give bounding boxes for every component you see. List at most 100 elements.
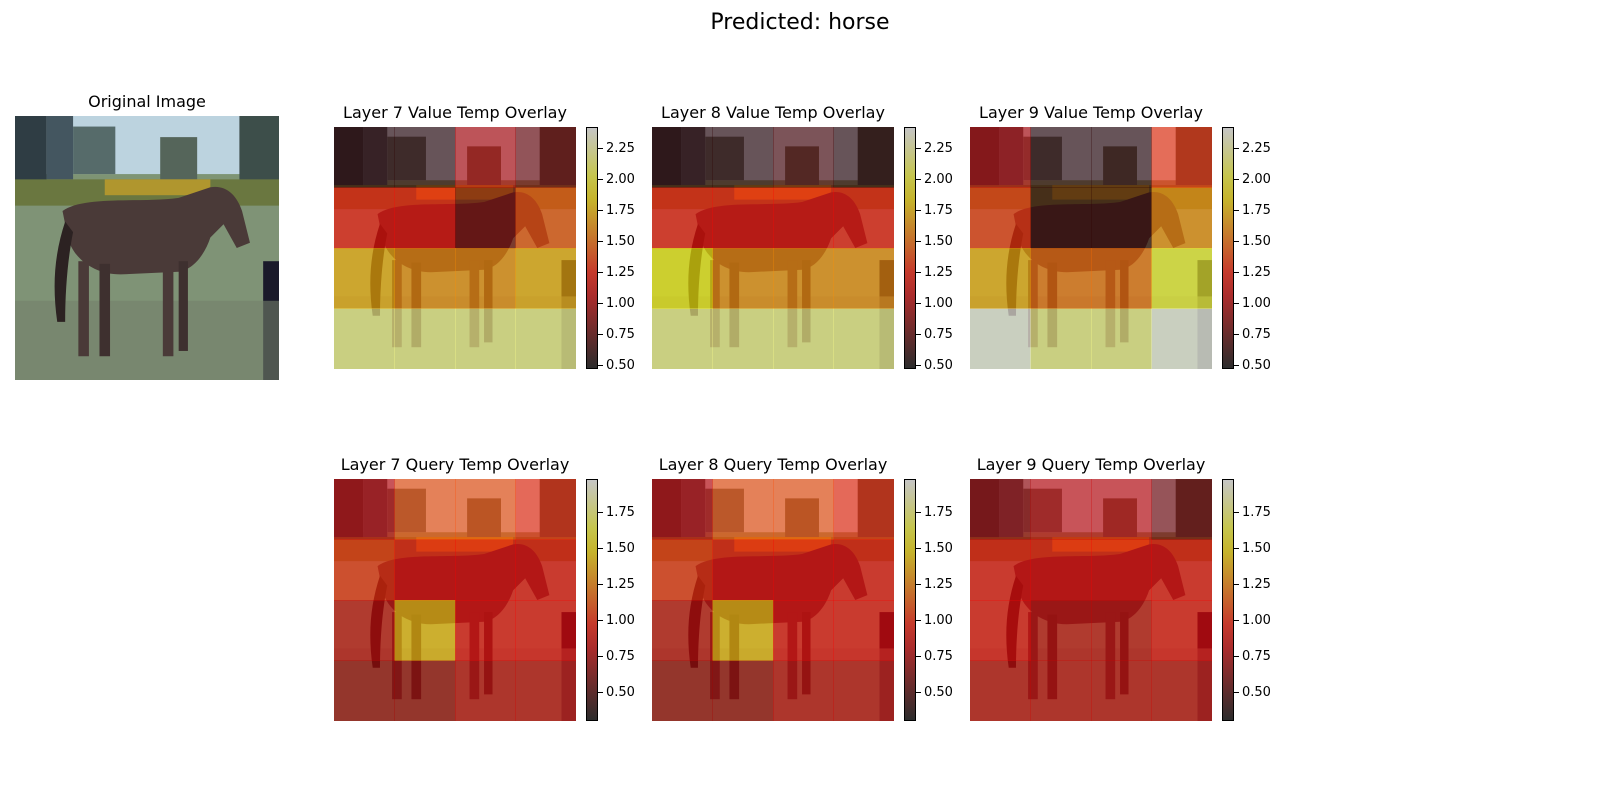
heatmap-cell	[455, 479, 516, 540]
colorbar-tick-label: 1.50	[916, 541, 953, 557]
colorbar-tick-label: 1.00	[598, 613, 635, 629]
heatmap-cell	[515, 479, 576, 540]
colorbar-tick-label: 1.75	[916, 505, 953, 521]
heatmap-cell	[394, 187, 456, 249]
heatmap-cell	[394, 479, 456, 540]
heatmap-cell	[970, 539, 1031, 601]
overlay-heatmap	[334, 479, 576, 721]
heatmap-cell	[455, 248, 516, 309]
heatmap-cell	[334, 248, 395, 309]
panel-title: Layer 7 Query Temp Overlay	[340, 455, 570, 474]
colorbar	[904, 479, 916, 721]
heatmap-cell	[1030, 127, 1092, 188]
colorbar-tick-label: 1.25	[598, 265, 635, 281]
original-image-title: Original Image	[88, 92, 206, 111]
heatmap-cell	[773, 539, 834, 601]
heatmap-cell	[652, 479, 713, 540]
colorbar-tick-label: 0.75	[916, 327, 953, 343]
heatmap-cell	[1151, 248, 1212, 309]
colorbar-tick-label: 1.50	[1234, 234, 1271, 250]
heatmap-cell	[833, 308, 894, 369]
heatmap-cell	[334, 127, 395, 188]
colorbar-tick-label: 1.50	[598, 234, 635, 250]
heatmap-cell	[773, 187, 834, 249]
colorbar-tick-label: 2.00	[916, 172, 953, 188]
colorbar-tick-label: 2.25	[598, 141, 635, 157]
heatmap-cell	[394, 308, 456, 369]
heatmap-cell	[652, 600, 713, 661]
heatmap-cell	[833, 187, 894, 249]
heatmap-cell	[1030, 660, 1092, 721]
heatmap-cell	[1091, 308, 1152, 369]
colorbar-tick-label: 1.75	[598, 203, 635, 219]
colorbar-gradient	[905, 480, 915, 720]
heatmap-cell	[394, 539, 456, 601]
heatmap-cell	[515, 248, 576, 309]
colorbar-gradient	[587, 128, 597, 368]
colorbar-tick-label: 1.75	[1234, 203, 1271, 219]
heatmap-cell	[334, 660, 395, 721]
overlay-heatmap	[970, 127, 1212, 369]
heatmap-cell	[1151, 479, 1212, 540]
heatmap-cell	[773, 308, 834, 369]
heatmap-cell	[455, 539, 516, 601]
colorbar-gradient	[1223, 128, 1233, 368]
heatmap-cell	[1091, 248, 1152, 309]
panel-title: Layer 8 Query Temp Overlay	[658, 455, 888, 474]
heatmap-cell	[712, 187, 774, 249]
heatmap-cell	[394, 600, 456, 661]
heatmap-cell	[712, 660, 774, 721]
heatmap-cell	[455, 600, 516, 661]
heatmap-cell	[652, 248, 713, 309]
heatmap-cell	[334, 308, 395, 369]
heatmap-cell	[1151, 600, 1212, 661]
heatmap-cell	[1030, 479, 1092, 540]
colorbar-tick-label: 1.75	[598, 505, 635, 521]
heatmap-cell	[334, 539, 395, 601]
heatmap-cell	[712, 479, 774, 540]
heatmap-cell	[833, 539, 894, 601]
heatmap-cell	[970, 660, 1031, 721]
colorbar-tick-label: 0.50	[916, 358, 953, 374]
colorbar-tick-label: 2.00	[1234, 172, 1271, 188]
heatmap-cell	[515, 660, 576, 721]
original-image	[15, 116, 279, 380]
heatmap-cell	[1151, 660, 1212, 721]
heatmap-cell	[712, 248, 774, 309]
colorbar-gradient	[1223, 480, 1233, 720]
colorbar-tick-label: 1.50	[916, 234, 953, 250]
colorbar	[1222, 127, 1234, 369]
panel-title: Layer 7 Value Temp Overlay	[343, 103, 567, 122]
colorbar-tick-label: 0.75	[598, 649, 635, 665]
colorbar-tick-label: 0.75	[1234, 327, 1271, 343]
colorbar-tick-label: 0.75	[1234, 649, 1271, 665]
heatmap-cell	[652, 660, 713, 721]
heatmap-cell	[1151, 539, 1212, 601]
colorbar-tick-label: 1.00	[1234, 296, 1271, 312]
heatmap-cell	[1151, 127, 1212, 188]
panel-title: Layer 9 Query Temp Overlay	[976, 455, 1206, 474]
colorbar-tick-label: 1.00	[916, 296, 953, 312]
colorbar-tick-label: 2.00	[598, 172, 635, 188]
horse-photo	[15, 116, 279, 380]
heatmap-cell	[970, 187, 1031, 249]
heatmap-cell	[833, 600, 894, 661]
overlay-heatmap	[652, 479, 894, 721]
colorbar-tick-label: 1.25	[916, 265, 953, 281]
heatmap-cell	[515, 600, 576, 661]
overlay-heatmap	[334, 127, 576, 369]
panel-title: Layer 9 Value Temp Overlay	[979, 103, 1203, 122]
heatmap-cell	[773, 248, 834, 309]
heatmap-cell	[334, 479, 395, 540]
figure-title: Predicted: horse	[710, 10, 890, 35]
colorbar-tick-label: 1.00	[916, 613, 953, 629]
colorbar-tick-label: 1.25	[1234, 265, 1271, 281]
colorbar-tick-label: 1.75	[916, 203, 953, 219]
colorbar	[586, 127, 598, 369]
heatmap-cell	[833, 248, 894, 309]
heatmap-cell	[1151, 187, 1212, 249]
colorbar-tick-label: 1.25	[916, 577, 953, 593]
heatmap-cell	[773, 479, 834, 540]
heatmap-cell	[970, 248, 1031, 309]
colorbar-tick-label: 0.50	[598, 358, 635, 374]
